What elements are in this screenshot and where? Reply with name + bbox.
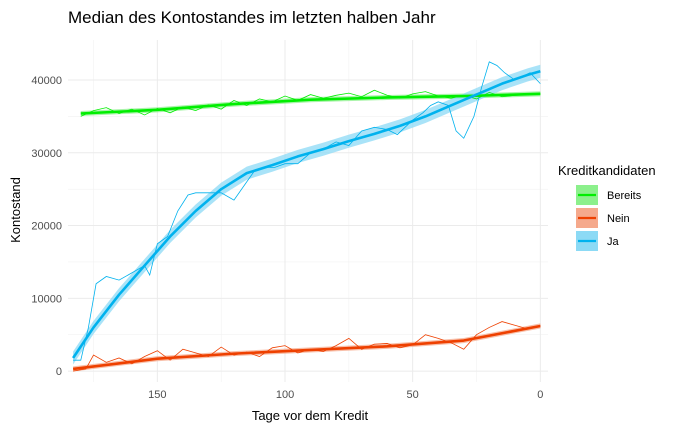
legend-item-bereits: Bereits bbox=[576, 185, 642, 205]
legend-label: Ja bbox=[607, 236, 620, 248]
y-tick-label: 0 bbox=[56, 366, 62, 378]
legend-item-ja: Ja bbox=[576, 231, 620, 251]
y-tick-label: 40000 bbox=[31, 75, 62, 87]
x-axis-label: Tage vor dem Kredit bbox=[252, 408, 369, 423]
legend: Kreditkandidaten Bereits Nein Ja bbox=[558, 163, 656, 251]
legend-label: Bereits bbox=[607, 190, 642, 202]
confidence-band-nein bbox=[73, 323, 541, 372]
smooth-line-nein bbox=[72, 324, 541, 371]
smoothed-series-lines bbox=[72, 70, 541, 371]
x-tick-label: 150 bbox=[148, 389, 166, 401]
x-tick-label: 0 bbox=[537, 389, 543, 401]
legend-title: Kreditkandidaten bbox=[558, 163, 656, 178]
y-axis-label: Kontostand bbox=[8, 177, 23, 243]
legend-label: Nein bbox=[607, 213, 630, 225]
y-axis-ticks: 0 10000 20000 30000 40000 bbox=[31, 75, 62, 378]
x-tick-label: 100 bbox=[276, 389, 294, 401]
raw-line-nein bbox=[73, 321, 541, 372]
smooth-line-bereits bbox=[80, 92, 541, 115]
x-tick-label: 50 bbox=[407, 389, 419, 401]
raw-line-ja bbox=[73, 61, 541, 361]
smooth-line-ja bbox=[72, 70, 541, 359]
x-axis-ticks: 150 100 50 0 bbox=[148, 389, 543, 401]
legend-item-nein: Nein bbox=[576, 208, 630, 228]
y-tick-label: 20000 bbox=[31, 221, 62, 233]
chart-title: Median des Kontostandes im letzten halbe… bbox=[68, 8, 436, 27]
y-tick-label: 30000 bbox=[31, 148, 62, 160]
y-tick-label: 10000 bbox=[31, 293, 62, 305]
